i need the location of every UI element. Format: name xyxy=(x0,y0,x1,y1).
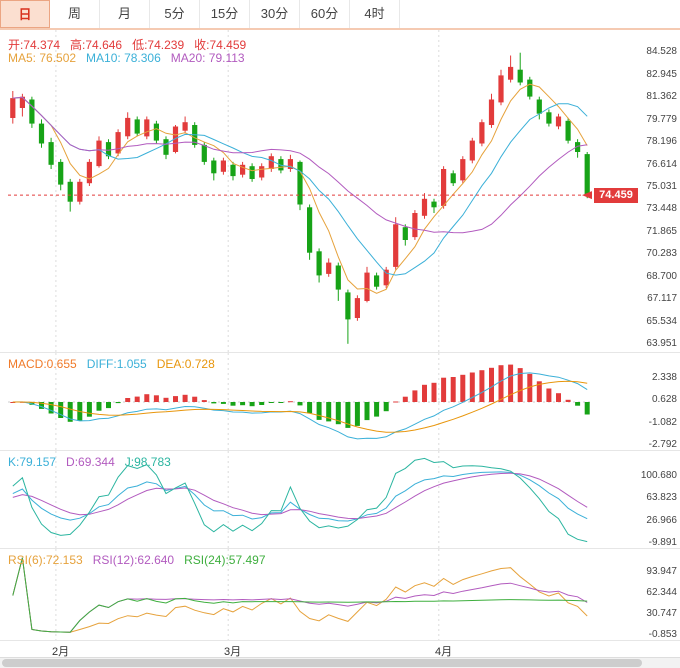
rsi-header: RSI(6):72.153 RSI(12):62.640 RSI(24):57.49… xyxy=(8,553,276,567)
y-axis-label: 63.823 xyxy=(646,492,677,504)
indicator-value: 开:74.374 xyxy=(8,38,61,52)
y-axis-label: 26.966 xyxy=(646,514,677,526)
indicator-value: MA5: 76.502 xyxy=(8,51,77,65)
y-axis-label: 75.031 xyxy=(646,181,677,192)
ohlc-header: 开:74.374 高:74.646 低:74.239 收:74.459 xyxy=(8,36,256,53)
y-axis-label: 62.344 xyxy=(646,587,677,599)
kdj-chart xyxy=(12,451,588,548)
y-axis-label: -2.792 xyxy=(648,439,677,450)
y-axis-label: 81.362 xyxy=(646,91,677,103)
macd-chart xyxy=(8,353,592,450)
indicator-value: RSI(24):57.497 xyxy=(184,553,266,567)
period-tab-月[interactable]: 月 xyxy=(100,0,150,28)
kdj-header: K:79.157 D:69.344 J:98.783 xyxy=(8,455,181,469)
period-tabbar: 日周月 5分 15分 30分 60分 4时 xyxy=(0,0,680,30)
y-axis-label: 2.338 xyxy=(651,371,677,383)
y-axis-label: 63.951 xyxy=(646,338,677,350)
indicator-value: MA10: 78.306 xyxy=(86,51,161,65)
rsi-chart xyxy=(12,549,588,640)
y-axis-label: 73.448 xyxy=(646,203,677,215)
period-tab-日[interactable]: 日 xyxy=(0,0,50,28)
macd-panel: MACD:0.655 DIFF:1.055 DEA:0.728 2.338 0.628… xyxy=(0,352,680,450)
y-axis-label: 30.747 xyxy=(646,608,677,620)
indicator-value: 收:74.459 xyxy=(194,38,247,52)
indicator-value: K:79.157 xyxy=(8,455,57,469)
period-tab-60分[interactable]: 60分 xyxy=(300,0,350,28)
y-axis-label: 65.534 xyxy=(646,315,677,327)
x-axis-month-label: 4月 xyxy=(435,646,453,658)
macd-header: MACD:0.655 DIFF:1.055 DEA:0.728 xyxy=(8,357,225,371)
x-axis: 2月 3月 4月 xyxy=(0,640,680,658)
period-tab-15分[interactable]: 15分 xyxy=(200,0,250,28)
y-axis-label: 93.947 xyxy=(646,566,677,577)
x-axis-month-label: 3月 xyxy=(224,646,242,658)
indicator-value: 高:74.646 xyxy=(70,38,123,52)
scrollbar-thumb[interactable] xyxy=(2,659,642,667)
y-axis-label: 100.680 xyxy=(640,469,677,481)
period-tab-30分[interactable]: 30分 xyxy=(250,0,300,28)
indicator-value: RSI(6):72.153 xyxy=(8,553,83,567)
y-axis-label: 84.528 xyxy=(646,46,677,58)
rsi-panel: RSI(6):72.153 RSI(12):62.640 RSI(24):57.49… xyxy=(0,548,680,640)
indicator-value: J:98.783 xyxy=(124,455,171,469)
indicator-value: MA20: 79.113 xyxy=(170,51,245,65)
y-axis-label: -9.891 xyxy=(648,537,677,548)
period-tab-周[interactable]: 周 xyxy=(50,0,100,28)
indicator-value: 低:74.239 xyxy=(132,38,185,52)
indicator-value: RSI(12):62.640 xyxy=(92,553,175,567)
indicator-value: MACD:0.655 xyxy=(8,357,77,371)
ma-header: MA5: 76.502 MA10: 78.306 MA20: 79.113 xyxy=(8,51,255,65)
y-axis-label: 0.628 xyxy=(651,394,677,406)
y-axis-label: 78.196 xyxy=(646,136,677,148)
x-axis-month-label: 2月 xyxy=(52,646,70,658)
indicator-value: DIFF:1.055 xyxy=(86,357,147,371)
last-price-tag: 74.459 xyxy=(594,188,638,203)
y-axis-label: -1.082 xyxy=(648,416,677,428)
y-axis-label: 71.865 xyxy=(646,225,677,237)
indicator-value: DEA:0.728 xyxy=(156,357,215,371)
period-tab-5分[interactable]: 5分 xyxy=(150,0,200,28)
y-axis-label: 82.945 xyxy=(646,68,677,80)
y-axis-label: 79.779 xyxy=(646,113,677,125)
y-axis-label: 67.117 xyxy=(647,293,677,305)
indicator-value: D:69.344 xyxy=(66,455,115,469)
y-axis-label: 70.283 xyxy=(646,248,677,260)
y-axis-label: -0.853 xyxy=(648,629,677,640)
y-axis-label: 76.614 xyxy=(646,158,677,170)
h-scrollbar[interactable] xyxy=(0,657,680,668)
candlestick-chart xyxy=(8,30,592,352)
kdj-panel: K:79.157 D:69.344 J:98.783 100.680 63.823 26… xyxy=(0,450,680,548)
candlestick-panel: 开:74.374 高:74.646 低:74.239 收:74.459 MA5: 76… xyxy=(0,30,680,352)
y-axis-label: 68.700 xyxy=(646,270,677,282)
period-tab-4时[interactable]: 4时 xyxy=(350,0,400,28)
last-price-value: 74.459 xyxy=(599,189,633,201)
